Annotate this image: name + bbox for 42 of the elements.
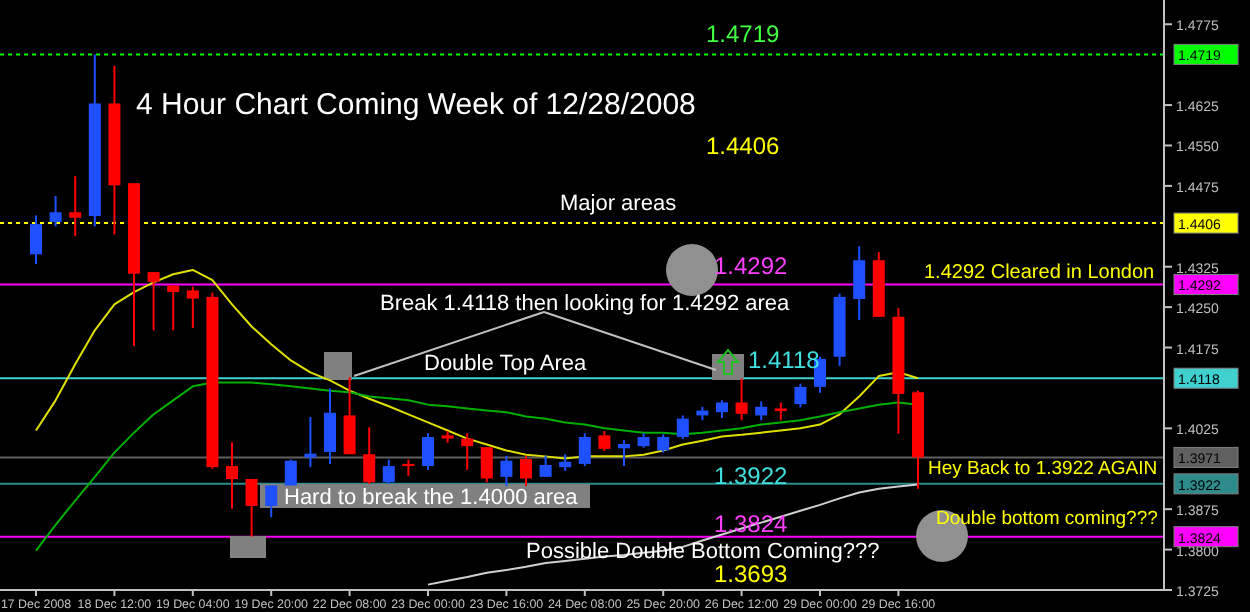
- annotation: 1.4719: [706, 20, 781, 48]
- candlestick: [30, 214, 42, 266]
- annotation: 1.4292 Cleared in London: [924, 262, 1155, 284]
- annotation: 1.4118: [748, 346, 821, 374]
- candlestick: [578, 432, 591, 468]
- candlestick: [657, 433, 670, 454]
- candlestick: [676, 414, 689, 441]
- candlestick: [69, 175, 82, 237]
- candlestick: [618, 439, 630, 468]
- text: 4 Hour Chart Coming Week of 12/28/2008: [136, 88, 696, 122]
- candlestick: [284, 458, 297, 487]
- candlestick: [735, 377, 748, 422]
- annotation: Break 1.4118 then looking for 1.4292 area: [380, 292, 792, 316]
- candlestick: [324, 387, 336, 465]
- candlestick: [539, 454, 552, 478]
- annotation: 1.3922: [714, 462, 789, 490]
- annotation: Hard to break the 1.4000 area: [284, 486, 580, 510]
- candlestick: [147, 271, 160, 332]
- candlestick: [49, 195, 62, 228]
- candlestick: [422, 432, 434, 471]
- annotation: 1.3693: [714, 560, 789, 588]
- candlestick: [598, 430, 611, 452]
- candlestick: [520, 454, 532, 488]
- candlestick: [363, 426, 376, 485]
- candlestick: [500, 454, 513, 488]
- annotation: Major areas: [560, 192, 678, 216]
- candlestick: [245, 478, 258, 538]
- candlestick: [186, 285, 199, 330]
- candlestick: [461, 432, 474, 471]
- candlestick: [226, 441, 238, 510]
- candlestick: [794, 382, 807, 409]
- annotation: Double Top Area: [424, 352, 589, 376]
- text: Hey Back to 1.3922 AGAIN: [928, 458, 1158, 480]
- line-series: [427, 483, 919, 586]
- candlestick: [382, 458, 395, 485]
- candlestick: [755, 400, 768, 422]
- candlestick: [480, 446, 493, 484]
- annotation: 1.4406: [706, 132, 781, 160]
- candlestick: [853, 245, 866, 322]
- candlestick: [167, 284, 180, 332]
- candlestick: [265, 484, 278, 519]
- candlestick: [343, 376, 356, 456]
